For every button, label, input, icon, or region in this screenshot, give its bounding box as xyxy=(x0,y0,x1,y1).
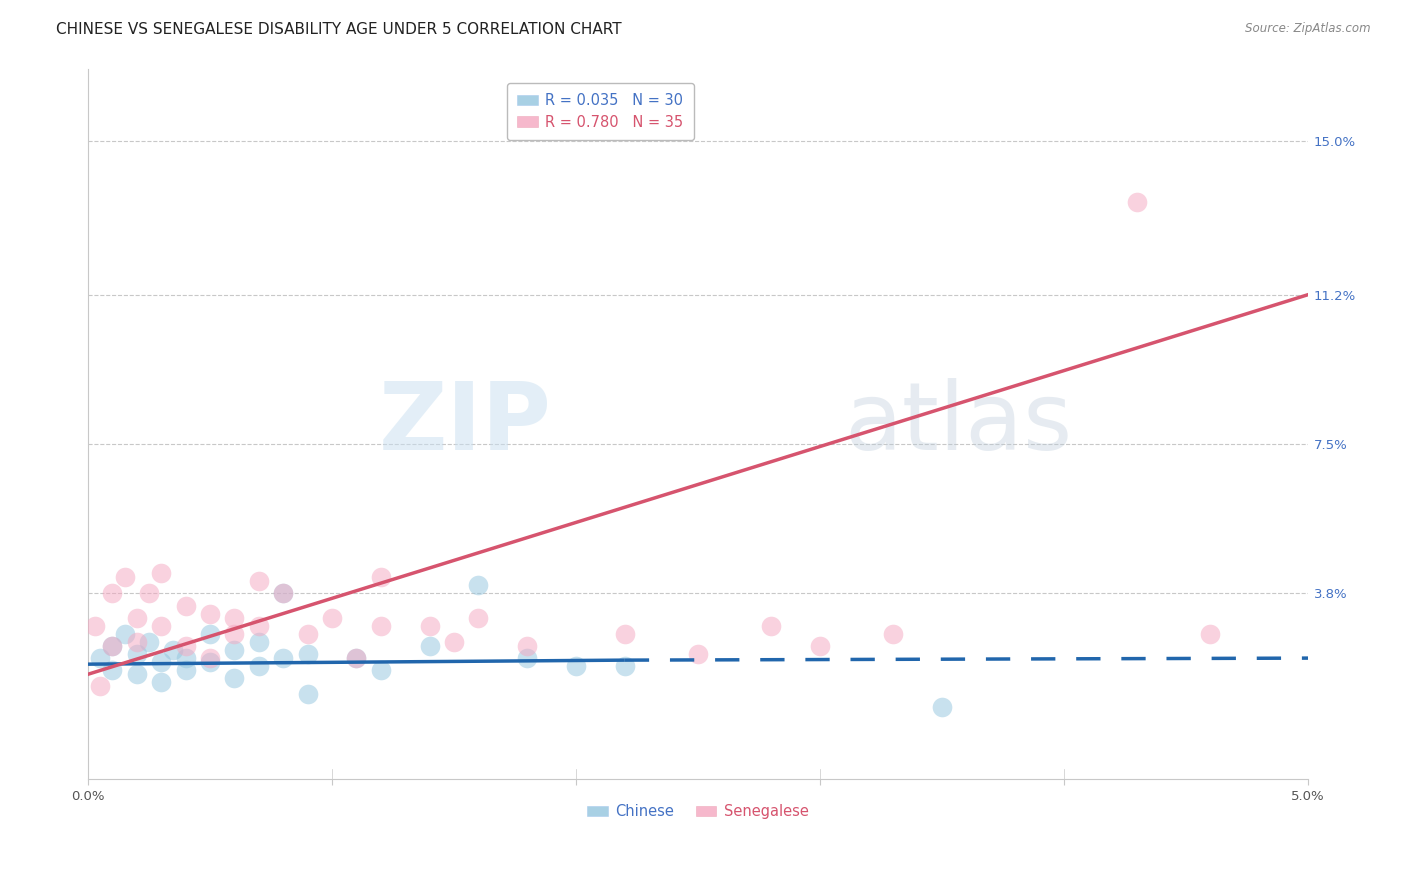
Point xyxy=(297,627,319,641)
Point xyxy=(344,651,367,665)
Point xyxy=(101,663,124,677)
Point xyxy=(761,619,783,633)
Point xyxy=(162,643,184,657)
Point xyxy=(247,659,270,673)
Point xyxy=(247,574,270,589)
Point xyxy=(516,639,538,653)
Point xyxy=(224,643,246,657)
Point xyxy=(419,619,441,633)
Point xyxy=(321,611,343,625)
Point xyxy=(419,639,441,653)
Point xyxy=(1126,194,1149,209)
Point xyxy=(297,688,319,702)
Point xyxy=(174,663,197,677)
Point xyxy=(84,619,107,633)
Point xyxy=(138,586,160,600)
Point xyxy=(198,607,221,621)
Point xyxy=(443,635,465,649)
Point xyxy=(247,635,270,649)
Point xyxy=(686,647,709,661)
Text: Source: ZipAtlas.com: Source: ZipAtlas.com xyxy=(1246,22,1371,36)
Text: CHINESE VS SENEGALESE DISABILITY AGE UNDER 5 CORRELATION CHART: CHINESE VS SENEGALESE DISABILITY AGE UND… xyxy=(56,22,621,37)
Point xyxy=(89,651,111,665)
Point xyxy=(150,566,173,581)
Point xyxy=(516,651,538,665)
Point xyxy=(101,639,124,653)
Point xyxy=(150,655,173,669)
Point xyxy=(1199,627,1222,641)
Point xyxy=(125,667,148,681)
Point xyxy=(174,599,197,613)
Point xyxy=(114,570,136,584)
Point xyxy=(224,627,246,641)
Point xyxy=(198,651,221,665)
Point xyxy=(114,627,136,641)
Point xyxy=(224,611,246,625)
Point xyxy=(613,659,636,673)
Point xyxy=(467,578,489,592)
Point xyxy=(125,635,148,649)
Point xyxy=(89,679,111,693)
Point xyxy=(271,586,294,600)
Point xyxy=(344,651,367,665)
Point xyxy=(174,651,197,665)
Point xyxy=(808,639,831,653)
Point xyxy=(138,635,160,649)
Point xyxy=(271,586,294,600)
Point xyxy=(125,611,148,625)
Text: atlas: atlas xyxy=(845,378,1073,470)
Point xyxy=(882,627,904,641)
Point xyxy=(224,671,246,685)
Point xyxy=(198,655,221,669)
Point xyxy=(247,619,270,633)
Point xyxy=(150,675,173,690)
Point xyxy=(198,627,221,641)
Legend: Chinese, Senegalese: Chinese, Senegalese xyxy=(582,798,814,825)
Point xyxy=(150,619,173,633)
Point xyxy=(101,639,124,653)
Point xyxy=(297,647,319,661)
Point xyxy=(565,659,588,673)
Point xyxy=(101,586,124,600)
Point xyxy=(174,639,197,653)
Point xyxy=(271,651,294,665)
Point xyxy=(370,570,392,584)
Point xyxy=(370,663,392,677)
Point xyxy=(467,611,489,625)
Point xyxy=(613,627,636,641)
Point xyxy=(125,647,148,661)
Point xyxy=(370,619,392,633)
Text: ZIP: ZIP xyxy=(378,378,551,470)
Point xyxy=(931,699,953,714)
